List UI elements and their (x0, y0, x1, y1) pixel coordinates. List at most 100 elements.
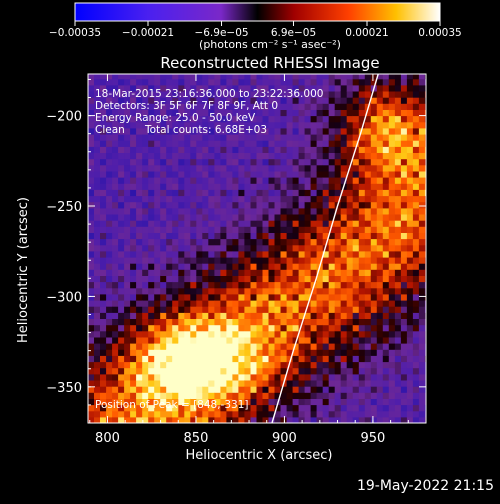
heatmap-cell (148, 238, 155, 246)
heatmap-cell (310, 312, 318, 319)
heatmap-cell (352, 336, 360, 344)
heatmap-cell (106, 404, 113, 412)
heatmap-cell (178, 404, 185, 412)
heatmap-cell (250, 324, 258, 332)
heatmap-cell (292, 416, 300, 423)
heatmap-cell (166, 140, 173, 147)
heatmap-cell (316, 97, 324, 104)
heatmap-cell (394, 103, 402, 110)
heatmap-cell (250, 275, 258, 283)
heatmap-cell (202, 170, 209, 178)
heatmap-cell (112, 91, 119, 98)
heatmap-cell (322, 355, 330, 363)
heatmap-cell (268, 226, 276, 233)
heatmap-cell (94, 134, 101, 141)
heatmap-cell (190, 275, 197, 283)
heatmap-cell (124, 121, 131, 129)
heatmap-cell (124, 146, 131, 153)
heatmap-cell (202, 220, 209, 227)
heatmap-cell (280, 306, 288, 313)
heatmap-cell (208, 257, 215, 264)
heatmap-cell (274, 78, 282, 86)
heatmap-cell (316, 312, 324, 319)
heatmap-cell (364, 306, 372, 313)
heatmap-cell (124, 336, 131, 344)
heatmap-cell (184, 91, 191, 98)
heatmap-cell (238, 91, 245, 98)
heatmap-cell (304, 293, 312, 301)
heatmap-cell (364, 336, 372, 344)
heatmap-cell (262, 355, 270, 363)
heatmap-cell (424, 343, 426, 350)
heatmap-cell (382, 84, 390, 92)
heatmap-cell (202, 232, 209, 240)
heatmap-cell (106, 214, 113, 221)
heatmap-cell (184, 127, 191, 135)
heatmap-cell (376, 361, 384, 369)
heatmap-cell (406, 220, 414, 227)
heatmap-cell (148, 398, 155, 406)
heatmap-cell (238, 336, 245, 344)
heatmap-cell (352, 195, 360, 203)
heatmap-cell (364, 201, 372, 209)
heatmap-cell (262, 287, 270, 295)
heatmap-cell (346, 220, 354, 227)
heatmap-cell (202, 127, 209, 135)
heatmap-cell (286, 152, 294, 160)
heatmap-cell (136, 158, 143, 166)
heatmap-cell (358, 158, 366, 166)
heatmap-cell (172, 257, 179, 264)
heatmap-cell (118, 127, 125, 135)
heatmap-cell (304, 183, 312, 190)
heatmap-cell (370, 201, 378, 209)
heatmap-cell (88, 380, 95, 387)
heatmap-cell (184, 109, 191, 117)
heatmap-cell (154, 380, 161, 387)
heatmap-cell (340, 127, 348, 135)
heatmap-cell (106, 201, 113, 209)
heatmap-cell (352, 269, 360, 276)
heatmap-cell (226, 78, 233, 86)
heatmap-cell (370, 183, 378, 190)
heatmap-cell (208, 324, 215, 332)
heatmap-cell (232, 201, 239, 209)
heatmap-cell (202, 250, 209, 258)
heatmap-cell (274, 134, 282, 141)
heatmap-cell (394, 91, 402, 98)
heatmap-cell (412, 306, 420, 313)
heatmap-cell (376, 170, 384, 178)
heatmap-cell (184, 177, 191, 184)
heatmap-cell (88, 343, 95, 350)
heatmap-cell (310, 201, 318, 209)
heatmap-cell (310, 392, 318, 399)
heatmap-cell (364, 97, 372, 104)
heatmap-cell (226, 220, 233, 227)
heatmap-cell (232, 74, 239, 80)
heatmap-cell (328, 275, 336, 283)
heatmap-cell (88, 386, 95, 393)
heatmap-cell (190, 367, 197, 375)
heatmap-cell (130, 392, 137, 399)
heatmap-cell (154, 343, 161, 350)
heatmap-cell (400, 121, 408, 129)
heatmap-cell (298, 152, 306, 160)
heatmap-cell (304, 398, 312, 406)
heatmap-cell (136, 367, 143, 375)
heatmap-cell (238, 373, 245, 381)
heatmap-cell (154, 404, 161, 412)
heatmap-cell (370, 170, 378, 178)
heatmap-cell (418, 300, 426, 307)
heatmap-cell (358, 177, 366, 184)
heatmap-cell (286, 392, 294, 399)
heatmap-cell (418, 201, 426, 209)
heatmap-cell (370, 158, 378, 166)
heatmap-cell (412, 201, 420, 209)
heatmap-cell (280, 293, 288, 301)
heatmap-cell (130, 404, 137, 412)
heatmap-cell (262, 78, 270, 86)
heatmap-cell (94, 115, 101, 123)
heatmap-cell (88, 293, 95, 301)
heatmap-cell (190, 134, 197, 141)
heatmap-cell (346, 244, 354, 252)
plot-image (88, 74, 426, 423)
